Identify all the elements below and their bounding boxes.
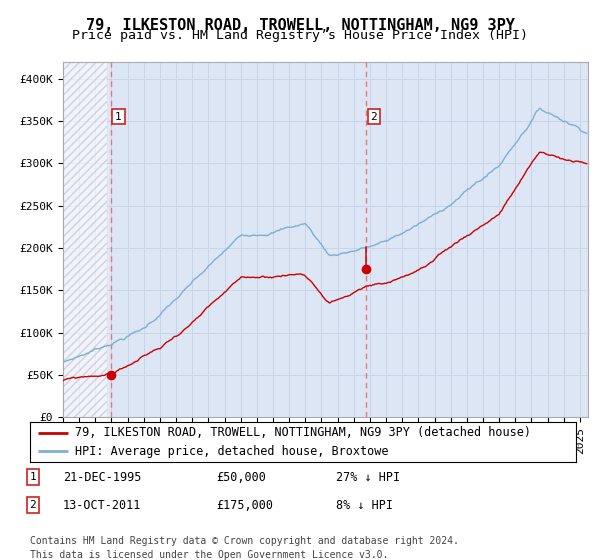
Text: 21-DEC-1995: 21-DEC-1995 (63, 470, 142, 484)
Text: 1: 1 (29, 472, 37, 482)
Text: 8% ↓ HPI: 8% ↓ HPI (336, 498, 393, 512)
Text: £175,000: £175,000 (216, 498, 273, 512)
Text: 27% ↓ HPI: 27% ↓ HPI (336, 470, 400, 484)
Text: 1: 1 (115, 111, 122, 122)
Text: 13-OCT-2011: 13-OCT-2011 (63, 498, 142, 512)
Text: Price paid vs. HM Land Registry’s House Price Index (HPI): Price paid vs. HM Land Registry’s House … (72, 29, 528, 42)
Text: £50,000: £50,000 (216, 470, 266, 484)
Text: 79, ILKESTON ROAD, TROWELL, NOTTINGHAM, NG9 3PY (detached house): 79, ILKESTON ROAD, TROWELL, NOTTINGHAM, … (75, 426, 531, 439)
Text: 2: 2 (29, 500, 37, 510)
Text: HPI: Average price, detached house, Broxtowe: HPI: Average price, detached house, Brox… (75, 445, 388, 458)
Text: 2: 2 (370, 111, 377, 122)
Text: Contains HM Land Registry data © Crown copyright and database right 2024.
This d: Contains HM Land Registry data © Crown c… (30, 536, 459, 559)
Text: 79, ILKESTON ROAD, TROWELL, NOTTINGHAM, NG9 3PY: 79, ILKESTON ROAD, TROWELL, NOTTINGHAM, … (86, 18, 514, 33)
